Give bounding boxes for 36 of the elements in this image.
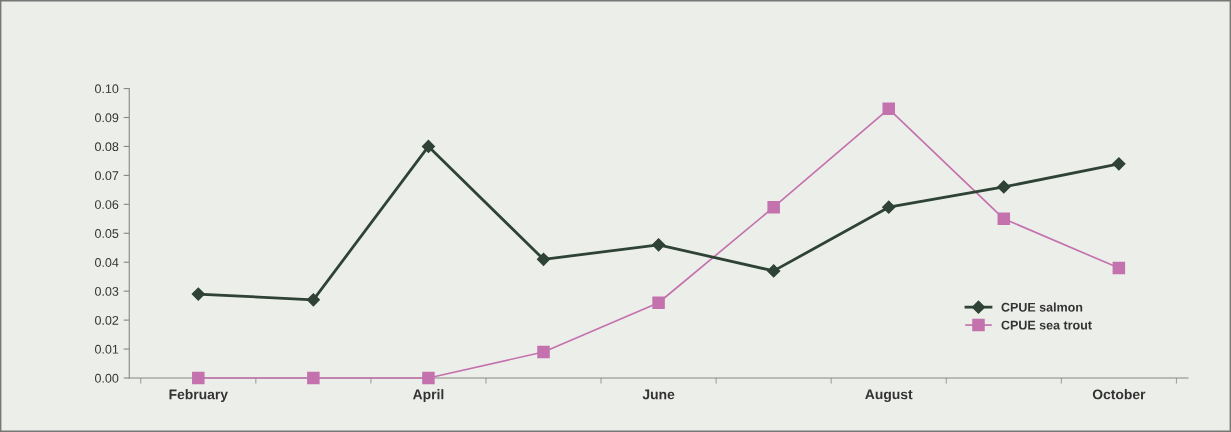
point [997, 180, 1011, 194]
x-tick-label: August [865, 389, 913, 403]
point [421, 139, 436, 154]
x-tick-label: June [642, 389, 675, 400]
point [422, 371, 435, 385]
point [537, 345, 550, 359]
point [997, 212, 1011, 226]
point [307, 371, 320, 385]
y-tick-label: 0.09 [95, 113, 119, 123]
point [1112, 261, 1126, 275]
point [191, 287, 205, 301]
x-tick-label: October [1092, 389, 1146, 400]
y-tick-label: 0.08 [95, 142, 119, 152]
x-tick-label: February [169, 389, 228, 403]
point [882, 102, 895, 116]
point [306, 293, 320, 307]
y-tick-label: 0.03 [95, 286, 119, 296]
y-tick-label: 0.02 [95, 315, 119, 325]
y-tick-label: 0.05 [95, 229, 119, 238]
point [767, 200, 780, 214]
point [767, 264, 781, 278]
point [882, 200, 896, 214]
legend-label: CPUE sea trout [1001, 320, 1092, 330]
y-tick-label: 0.06 [95, 200, 119, 209]
x-tick-label: April [412, 389, 444, 403]
point [536, 252, 551, 266]
y-tick-label: 0.07 [95, 171, 119, 181]
y-tick-label: 0.00 [95, 373, 119, 383]
y-tick-label: 0.01 [95, 344, 119, 354]
point [1112, 157, 1126, 171]
y-tick-label: 0.04 [95, 258, 119, 267]
point [652, 296, 665, 309]
legend-label: CPUE salmon [1001, 302, 1083, 312]
point [192, 371, 205, 385]
y-tick-label: 0.10 [95, 84, 119, 94]
point [651, 238, 666, 252]
